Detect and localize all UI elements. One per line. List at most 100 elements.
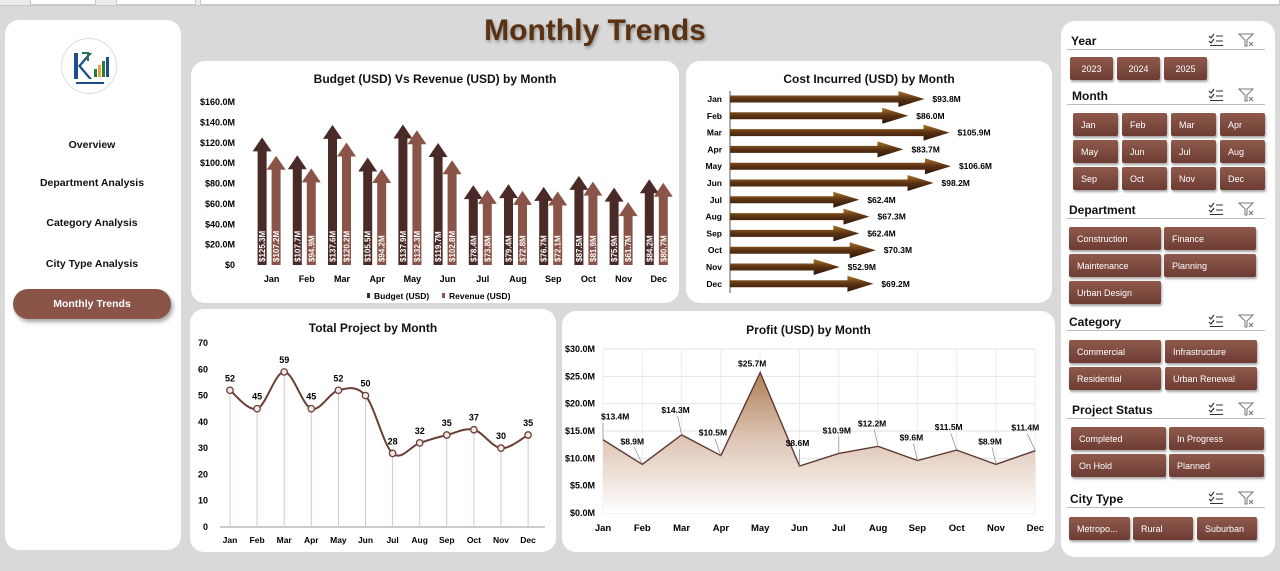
slicer-month-aug[interactable]: Aug	[1220, 140, 1265, 163]
multi-select-icon[interactable]	[1208, 202, 1224, 216]
slicer-department-construction[interactable]: Construction	[1069, 227, 1161, 250]
clear-filter-icon[interactable]	[1238, 202, 1254, 216]
formula-bar[interactable]	[200, 0, 1280, 5]
data-label: 59	[279, 355, 289, 365]
y-tick-label: Oct	[708, 245, 722, 255]
multi-select-icon[interactable]	[1208, 402, 1224, 416]
slicer-department-maintenance[interactable]: Maintenance	[1069, 254, 1161, 277]
slicer-month-sep[interactable]: Sep	[1073, 167, 1118, 190]
sheet-tab[interactable]	[116, 0, 196, 5]
slicer-category-infrastructure[interactable]: Infrastructure	[1165, 340, 1257, 363]
nav-overview[interactable]: Overview	[68, 139, 116, 151]
bar-budget	[323, 124, 342, 265]
data-label: $94.9M	[307, 235, 316, 262]
x-tick-label: Dec	[520, 535, 536, 545]
slicer-year-2023[interactable]: 2023	[1070, 57, 1113, 80]
bar-revenue	[477, 189, 497, 265]
x-tick-label: Feb	[299, 274, 316, 284]
data-label: 35	[523, 418, 533, 428]
x-tick-label: Sep	[545, 274, 562, 284]
x-tick-label: Oct	[949, 523, 966, 534]
slicer-month-nov[interactable]: Nov	[1171, 167, 1216, 190]
multi-select-icon[interactable]	[1208, 491, 1224, 505]
bar-revenue	[548, 191, 568, 265]
nav-department-analysis[interactable]: Department Analysis	[39, 177, 145, 189]
nav-category-analysis[interactable]: Category Analysis	[46, 217, 138, 229]
slicer-city-type-metropo[interactable]: Metropo...	[1069, 517, 1130, 540]
nav-monthly-trends[interactable]: Monthly Trends	[13, 289, 171, 319]
x-tick-label: Oct	[467, 535, 481, 545]
slicer-divider	[1067, 418, 1265, 419]
sidebar-navigation: Overview Department Analysis Category An…	[5, 20, 181, 550]
nav-city-type-analysis[interactable]: City Type Analysis	[45, 258, 139, 270]
slicer-status-planned[interactable]: Planned	[1169, 454, 1264, 477]
data-label: $120.2M	[343, 231, 352, 262]
slicer-panel: Year Month Department Category Project S…	[1061, 21, 1275, 557]
clear-filter-icon[interactable]	[1238, 88, 1254, 102]
data-label: $8.6M	[786, 438, 810, 448]
slicer-month-jul[interactable]: Jul	[1171, 140, 1216, 163]
slicer-city-type-suburban[interactable]: Suburban	[1197, 517, 1257, 540]
sheet-tab[interactable]	[30, 0, 96, 5]
bar-budget	[604, 187, 624, 265]
data-label: $107.7M	[293, 231, 302, 262]
slicer-month-mar[interactable]: Mar	[1171, 113, 1216, 136]
bar-budget	[428, 143, 448, 265]
data-label: $9.6M	[900, 433, 924, 443]
x-tick-label: Nov	[987, 523, 1006, 534]
slicer-month-may[interactable]: May	[1073, 140, 1118, 163]
y-tick-label: $10.0M	[565, 453, 595, 463]
data-label: $12.2M	[858, 418, 886, 428]
slicer-status-on-hold[interactable]: On Hold	[1071, 454, 1166, 477]
y-tick-label: Apr	[707, 144, 722, 154]
clear-filter-icon[interactable]	[1238, 33, 1254, 47]
slicer-month-oct[interactable]: Oct	[1122, 167, 1167, 190]
leader-line	[677, 415, 682, 435]
multi-select-icon[interactable]	[1208, 88, 1224, 102]
slicer-month-jun[interactable]: Jun	[1122, 140, 1167, 163]
slicer-category-commercial[interactable]: Commercial	[1069, 340, 1161, 363]
cost-arrow-bar	[730, 191, 860, 208]
slicer-month-dec[interactable]: Dec	[1220, 167, 1265, 190]
clear-filter-icon[interactable]	[1238, 314, 1254, 328]
data-label: $94.2M	[378, 235, 387, 262]
data-point	[415, 439, 424, 447]
slicer-month-jan[interactable]: Jan	[1073, 113, 1118, 136]
data-label: 45	[306, 392, 316, 402]
data-point	[388, 449, 397, 458]
y-tick-label: $160.0M	[200, 97, 235, 107]
x-tick-label: Apr	[369, 274, 385, 284]
clear-filter-icon[interactable]	[1238, 491, 1254, 505]
slicer-city-type-rural[interactable]: Rural	[1133, 517, 1193, 540]
data-point	[497, 444, 505, 452]
multi-select-icon[interactable]	[1208, 33, 1224, 47]
cost-arrow-bar	[730, 275, 874, 292]
budget-revenue-chart: $0 $20.0M $40.0M $60.0M $80.0M $100.0M $120.0M…	[200, 97, 673, 301]
cost-arrow-bar	[730, 91, 925, 107]
slicer-department-finance[interactable]: Finance	[1164, 227, 1256, 250]
cost-arrow-bar	[730, 158, 951, 175]
slicer-year-2025[interactable]: 2025	[1164, 57, 1207, 80]
y-tick-label: 10	[198, 496, 208, 506]
slicer-category-urban-renewal[interactable]: Urban Renewal	[1165, 367, 1257, 390]
bar-revenue	[618, 202, 638, 265]
data-label: 45	[252, 392, 262, 402]
data-label: $79.4M	[505, 235, 514, 262]
slicer-year-2024[interactable]: 2024	[1117, 57, 1160, 80]
clear-filter-icon[interactable]	[1238, 402, 1254, 416]
x-tick-label: Mar	[334, 274, 351, 284]
leader-line	[991, 447, 997, 465]
slicer-category-residential[interactable]: Residential	[1069, 367, 1161, 390]
data-label: $98.2M	[942, 178, 970, 188]
slicer-status-completed[interactable]: Completed	[1071, 427, 1166, 450]
data-label: $8.9M	[978, 436, 1002, 446]
slicer-department-urban-design[interactable]: Urban Design	[1069, 281, 1161, 304]
slicer-department-planning[interactable]: Planning	[1164, 254, 1256, 277]
slicer-status-in-progress[interactable]: In Progress	[1169, 427, 1264, 450]
data-label: $25.7M	[738, 359, 766, 369]
slicer-month-apr[interactable]: Apr	[1220, 113, 1265, 136]
data-point	[307, 404, 316, 413]
multi-select-icon[interactable]	[1208, 314, 1224, 328]
cost-arrow-bar	[730, 242, 876, 259]
slicer-month-feb[interactable]: Feb	[1122, 113, 1167, 136]
